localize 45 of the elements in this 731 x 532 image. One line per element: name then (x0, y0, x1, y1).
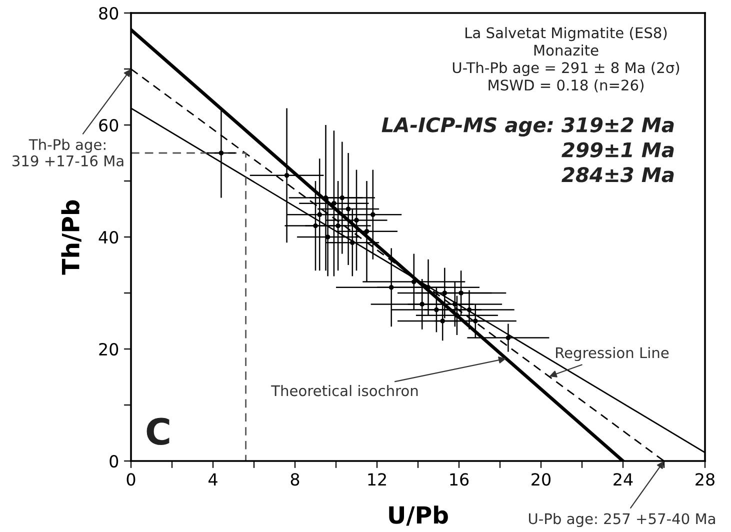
x-tick-label: 0 (126, 473, 136, 486)
point (442, 290, 448, 296)
point (336, 223, 340, 228)
y-tick-label: 0 (110, 454, 118, 468)
y-axis-title: Th/Pb (61, 200, 82, 275)
point (332, 200, 336, 206)
point (340, 195, 345, 200)
point (350, 240, 355, 246)
point (346, 206, 351, 212)
point (472, 318, 478, 324)
annotation: U-Pb age: 257 +57-40 Ma (528, 512, 715, 528)
point (317, 212, 322, 218)
x-tick-label: 28 (696, 473, 714, 486)
point (411, 279, 416, 284)
point (388, 284, 394, 290)
annotation: La Salvetat Migmatite (ES8) Monazite U-Th-Pb age = 291 ± 8 Ma (2σ) MSWD = 0.18 (n=26) (452, 27, 680, 92)
point (354, 218, 359, 223)
y-tick-label: 40 (98, 230, 118, 244)
point (370, 212, 376, 218)
x-tick-label: 20 (532, 473, 550, 486)
point (440, 318, 446, 324)
annotation: Theoretical isochron (271, 384, 418, 396)
x-tick-label: 4 (208, 473, 218, 486)
point (218, 150, 224, 156)
y-tick-label: 80 (99, 6, 118, 20)
point (420, 302, 425, 307)
annotation: Th-Pb age: 319 +17-16 Ma (12, 138, 124, 166)
y-tick-label: 20 (99, 342, 118, 356)
annotation: LA-ICP-MS age: 319±2 Ma 299±1 Ma 284±3 Ma (382, 117, 674, 182)
point (466, 307, 472, 312)
x-axis-title: U/Pb (389, 506, 448, 526)
point (364, 228, 370, 234)
point (323, 195, 328, 200)
x-tick-label: 24 (614, 473, 633, 486)
x-tick-label: 8 (290, 473, 300, 486)
y-tick-label: 60 (99, 118, 118, 132)
annotation: C (146, 418, 170, 446)
point (284, 172, 290, 178)
point (458, 290, 464, 296)
point (313, 223, 318, 228)
annotation: Regression Line (556, 346, 669, 362)
x-tick-label: 12 (368, 473, 386, 486)
x-tick-label: 16 (450, 473, 469, 486)
point (434, 307, 439, 312)
point (506, 335, 511, 340)
